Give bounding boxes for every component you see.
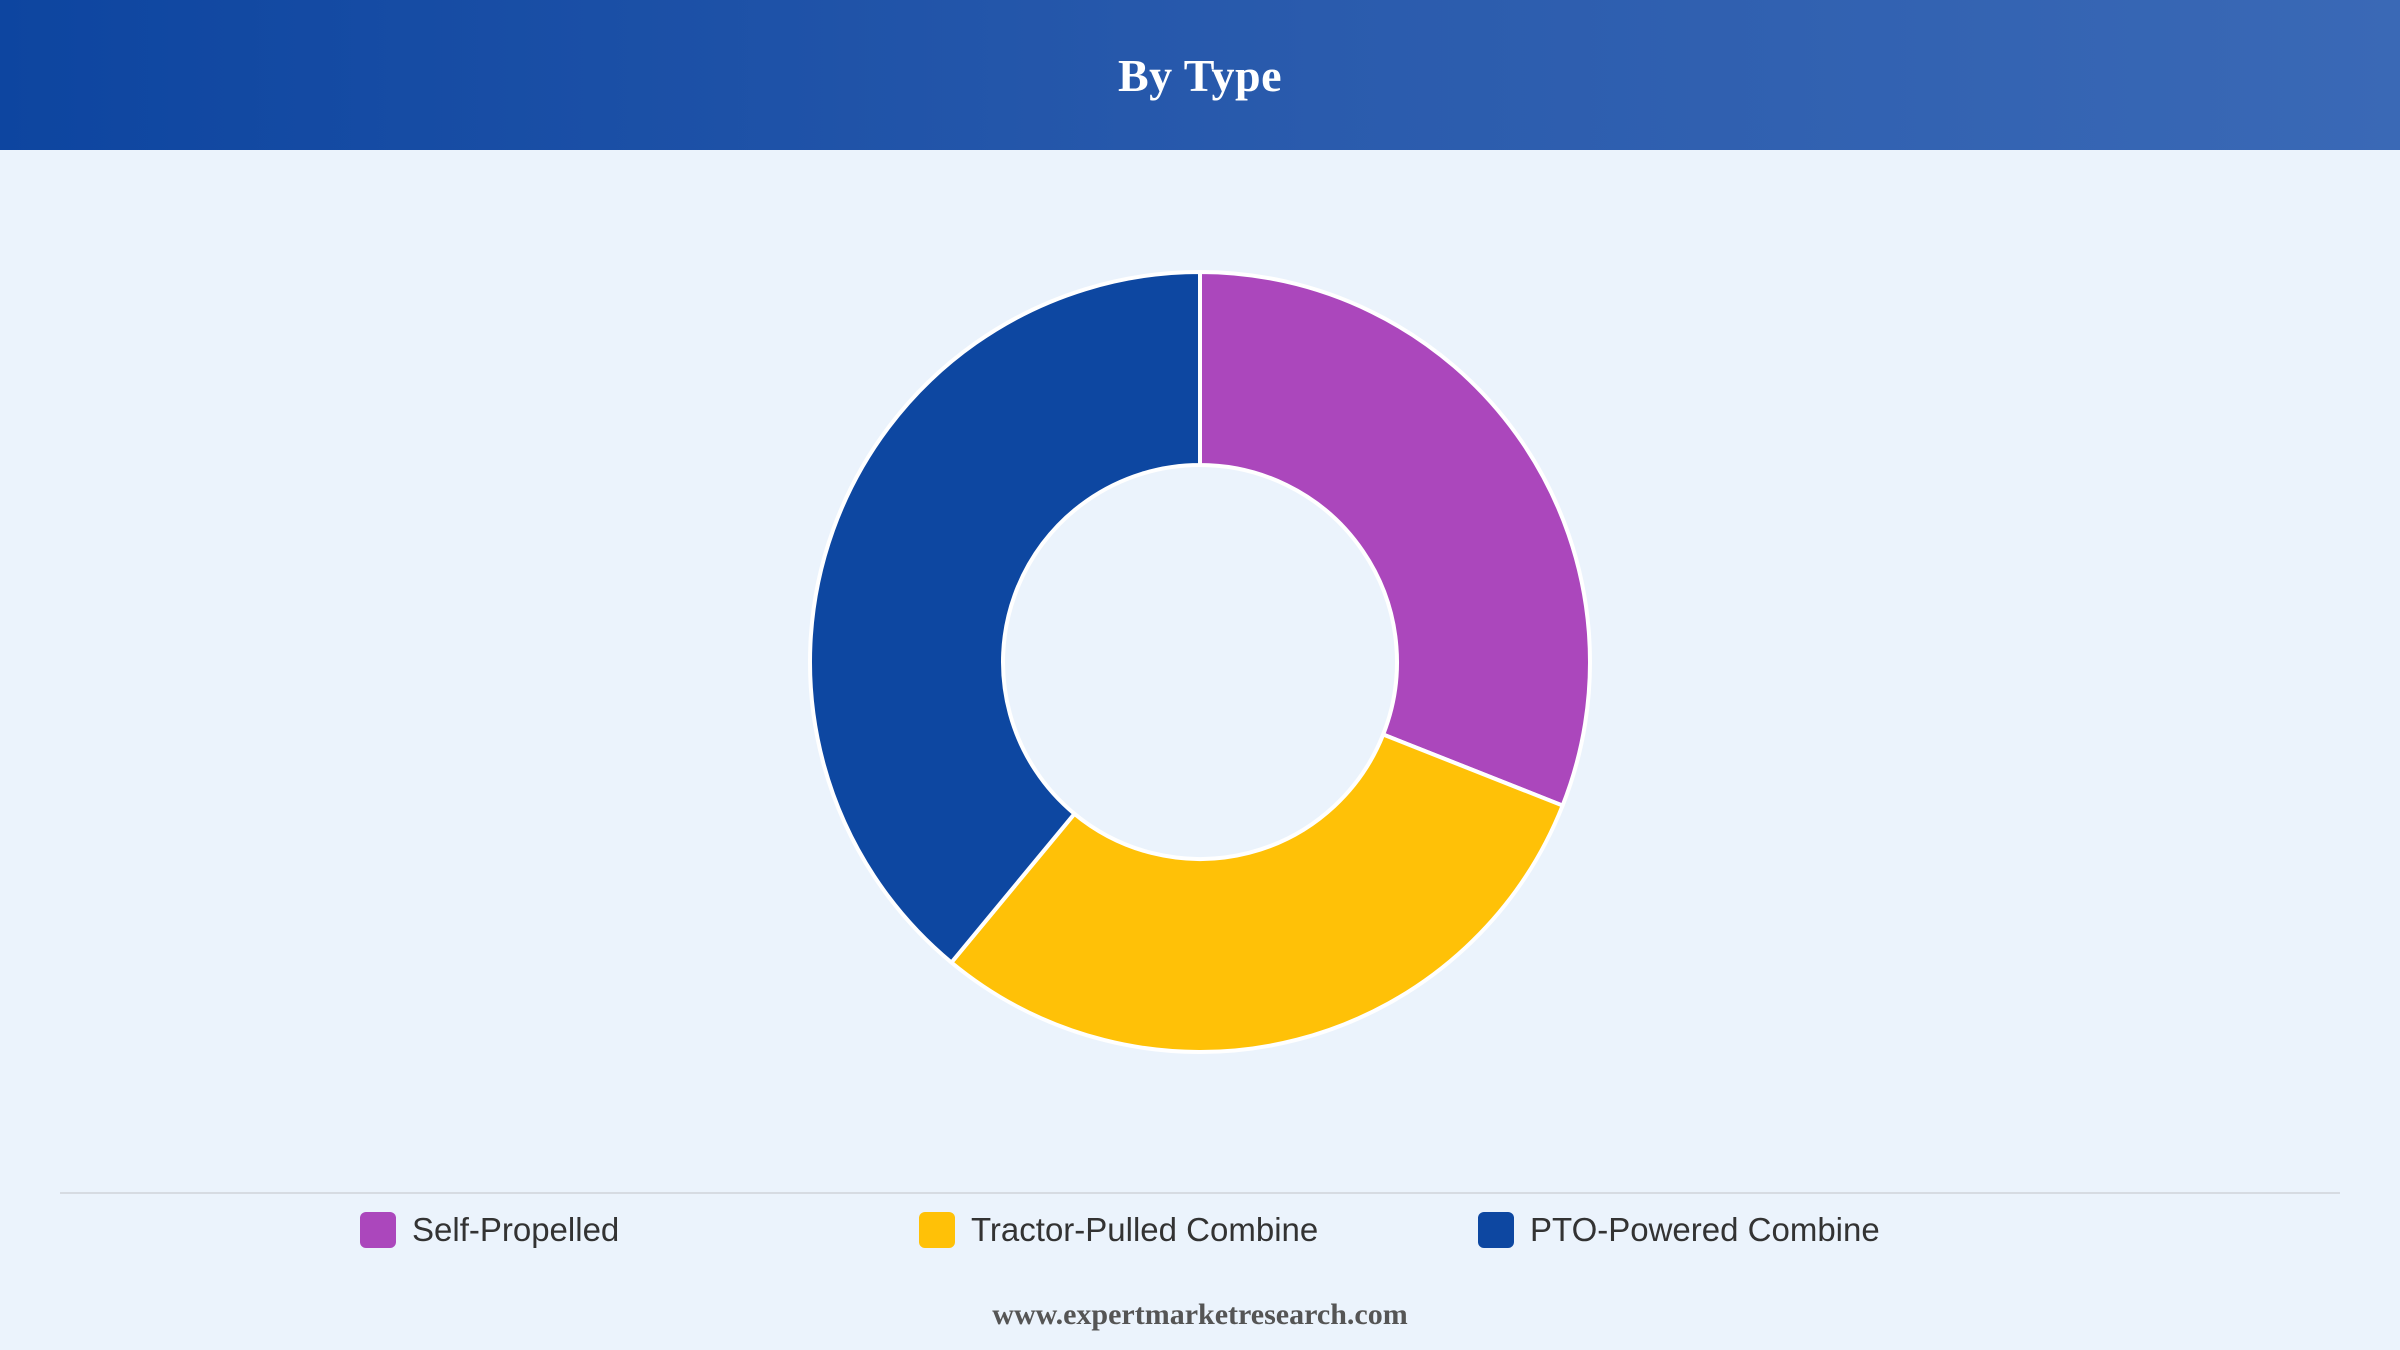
donut-chart (808, 270, 1592, 1054)
donut-slice-tractor-pulled-combine[interactable] (949, 732, 1565, 1054)
legend-label-pto-powered: PTO-Powered Combine (1530, 1211, 1880, 1248)
chart-header: By Type (0, 0, 2400, 150)
legend-item-self-propelled[interactable]: Self-Propelled (360, 1205, 619, 1255)
legend-swatch-self-propelled (360, 1212, 396, 1248)
legend-swatch-tractor-pulled (919, 1212, 955, 1248)
donut-slice-self-propelled[interactable] (1198, 270, 1592, 808)
legend-item-pto-powered[interactable]: PTO-Powered Combine (1478, 1205, 1880, 1255)
donut-slice-pto-powered-combine[interactable] (808, 270, 1202, 965)
chart-title: By Type (1117, 49, 1283, 101)
legend-label-tractor-pulled: Tractor-Pulled Combine (971, 1211, 1319, 1248)
legend-swatch-pto-powered (1478, 1212, 1514, 1248)
legend-item-tractor-pulled[interactable]: Tractor-Pulled Combine (919, 1205, 1318, 1255)
chart-legend: Self-Propelled Tractor-Pulled Combine PT… (0, 1205, 2400, 1255)
legend-label-self-propelled: Self-Propelled (412, 1211, 620, 1248)
source-footer: www.expertmarketresearch.com (992, 1298, 1408, 1331)
legend-divider (60, 1192, 2340, 1194)
